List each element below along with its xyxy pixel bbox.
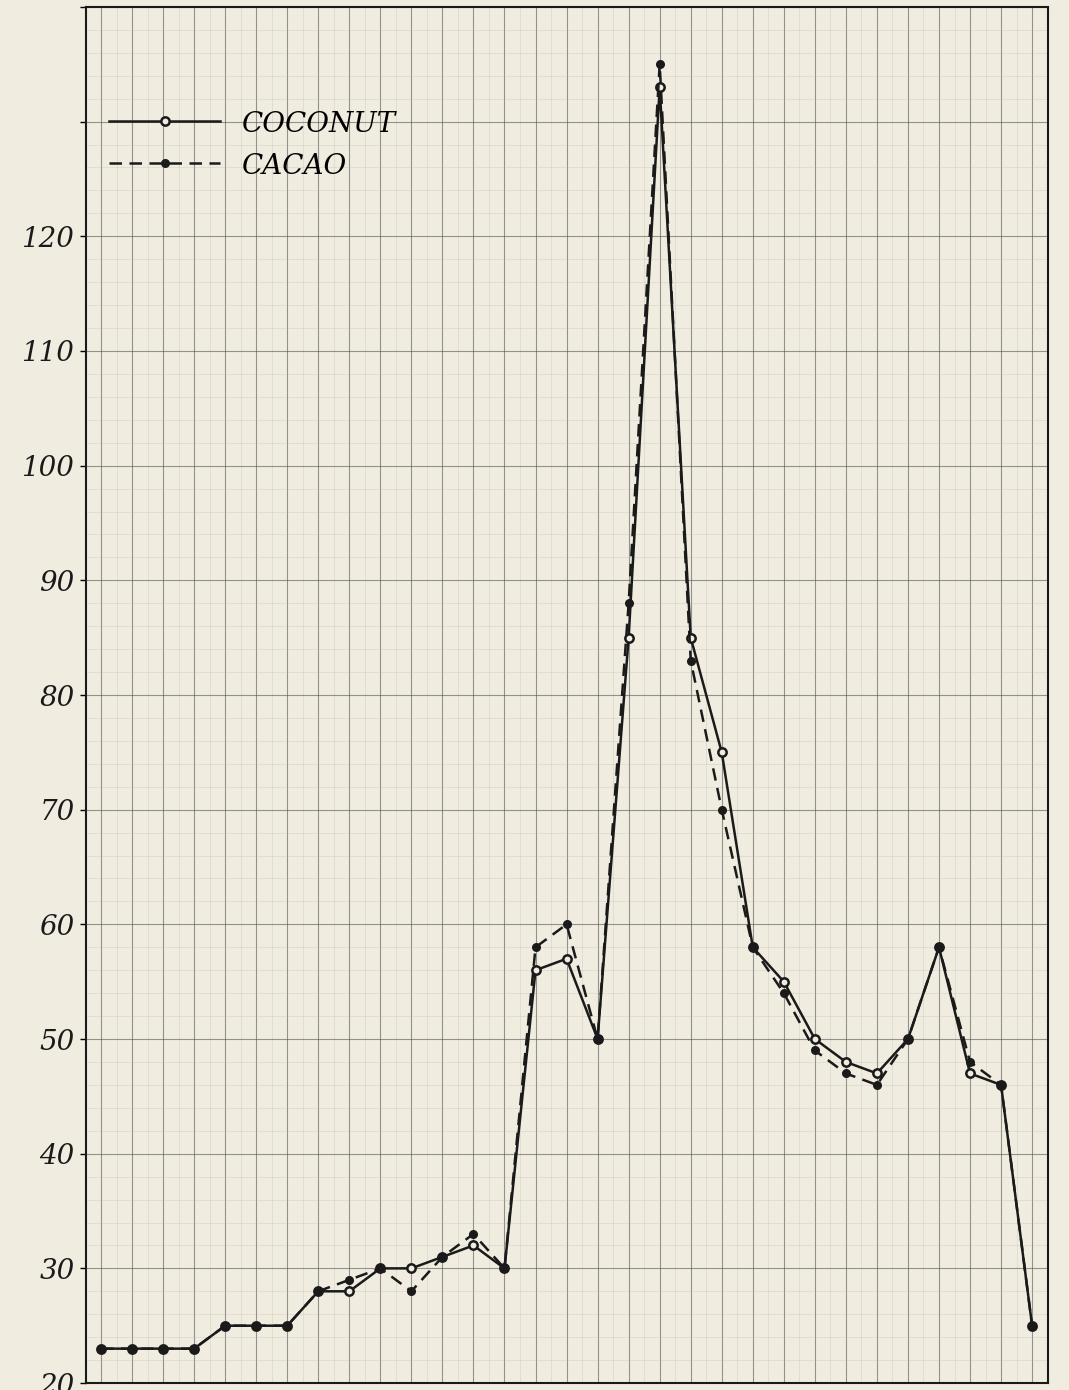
COCONUT [95, 1340, 108, 1357]
CACAO [250, 1318, 263, 1334]
CACAO [901, 1031, 914, 1048]
CACAO [839, 1065, 852, 1081]
CACAO [994, 1076, 1007, 1093]
COCONUT [994, 1076, 1007, 1093]
COCONUT [653, 79, 666, 96]
CACAO [219, 1318, 232, 1334]
COCONUT [312, 1283, 325, 1300]
CACAO [374, 1259, 387, 1276]
Line: COCONUT: COCONUT [97, 83, 1036, 1352]
CACAO [1025, 1318, 1038, 1334]
COCONUT [777, 973, 790, 990]
CACAO [932, 940, 945, 956]
COCONUT [684, 630, 697, 646]
COCONUT [343, 1283, 356, 1300]
Legend: COCONUT, CACAO: COCONUT, CACAO [109, 110, 397, 181]
COCONUT [405, 1259, 418, 1276]
COCONUT [467, 1237, 480, 1254]
COCONUT [498, 1259, 511, 1276]
COCONUT [932, 940, 945, 956]
CACAO [591, 1031, 604, 1048]
COCONUT [870, 1065, 883, 1081]
Line: CACAO: CACAO [97, 61, 1036, 1352]
COCONUT [591, 1031, 604, 1048]
CACAO [405, 1283, 418, 1300]
COCONUT [374, 1259, 387, 1276]
COCONUT [715, 744, 728, 760]
CACAO [188, 1340, 201, 1357]
COCONUT [250, 1318, 263, 1334]
COCONUT [529, 962, 542, 979]
COCONUT [281, 1318, 294, 1334]
COCONUT [622, 630, 635, 646]
CACAO [715, 801, 728, 817]
COCONUT [219, 1318, 232, 1334]
COCONUT [560, 951, 573, 967]
COCONUT [963, 1065, 976, 1081]
CACAO [963, 1054, 976, 1070]
COCONUT [839, 1054, 852, 1070]
CACAO [343, 1272, 356, 1289]
CACAO [808, 1042, 821, 1059]
CACAO [622, 595, 635, 612]
CACAO [746, 940, 759, 956]
CACAO [157, 1340, 170, 1357]
COCONUT [901, 1031, 914, 1048]
COCONUT [436, 1248, 449, 1265]
CACAO [529, 940, 542, 956]
CACAO [870, 1076, 883, 1093]
COCONUT [808, 1031, 821, 1048]
CACAO [467, 1226, 480, 1243]
COCONUT [126, 1340, 139, 1357]
COCONUT [746, 940, 759, 956]
CACAO [560, 916, 573, 933]
CACAO [684, 652, 697, 669]
CACAO [95, 1340, 108, 1357]
CACAO [312, 1283, 325, 1300]
COCONUT [157, 1340, 170, 1357]
CACAO [653, 56, 666, 72]
CACAO [126, 1340, 139, 1357]
CACAO [498, 1259, 511, 1276]
COCONUT [188, 1340, 201, 1357]
COCONUT [1025, 1318, 1038, 1334]
CACAO [777, 984, 790, 1001]
CACAO [281, 1318, 294, 1334]
CACAO [436, 1248, 449, 1265]
